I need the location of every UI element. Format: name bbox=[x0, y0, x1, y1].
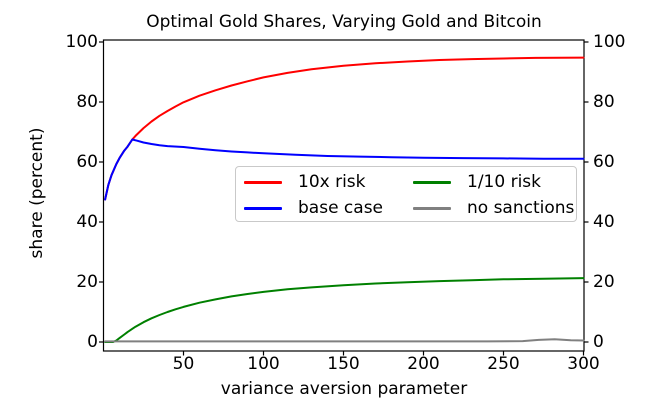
legend-label-no-sanctions: no sanctions bbox=[467, 198, 575, 218]
y-tick-label-right: 0 bbox=[593, 332, 604, 352]
y-tick-label-left: 40 bbox=[76, 212, 98, 232]
y-tick-label-left: 100 bbox=[65, 32, 98, 52]
series-line-1-10-risk bbox=[104, 277, 585, 343]
x-tick-label: 150 bbox=[327, 354, 360, 374]
x-tick-label: 100 bbox=[247, 354, 280, 374]
legend-line-no-sanctions bbox=[413, 206, 451, 210]
y-tick-label-right: 100 bbox=[593, 32, 626, 52]
y-tick-label-left: 80 bbox=[76, 92, 98, 112]
series-line-no-sanctions bbox=[104, 338, 585, 343]
legend-line-1-10-risk bbox=[413, 180, 451, 184]
legend-label-1-10-risk: 1/10 risk bbox=[467, 172, 541, 192]
y-tick-label-left: 0 bbox=[87, 332, 98, 352]
y-tick-label-right: 40 bbox=[593, 212, 615, 232]
y-tick-label-right: 60 bbox=[593, 152, 615, 172]
x-tick-label: 50 bbox=[172, 354, 195, 374]
chart-title: Optimal Gold Shares, Varying Gold and Bi… bbox=[146, 12, 542, 32]
y-tick-label-right: 80 bbox=[593, 92, 615, 112]
series-line-base-case bbox=[104, 138, 585, 201]
legend: 10x risk base case 1/10 risk no sanctions bbox=[235, 166, 577, 222]
x-axis-label: variance aversion parameter bbox=[220, 379, 468, 399]
y-tick-label-left: 20 bbox=[76, 272, 98, 292]
legend-label-base-case: base case bbox=[298, 198, 384, 218]
x-tick-label: 250 bbox=[487, 354, 520, 374]
y-tick-label-right: 20 bbox=[593, 272, 615, 292]
y-tick-label-left: 60 bbox=[76, 152, 98, 172]
legend-line-10x-risk bbox=[244, 180, 282, 184]
legend-label-10x-risk: 10x risk bbox=[298, 172, 366, 192]
x-tick-label: 300 bbox=[567, 354, 600, 374]
legend-line-base-case bbox=[244, 206, 282, 210]
x-tick-label: 200 bbox=[407, 354, 440, 374]
